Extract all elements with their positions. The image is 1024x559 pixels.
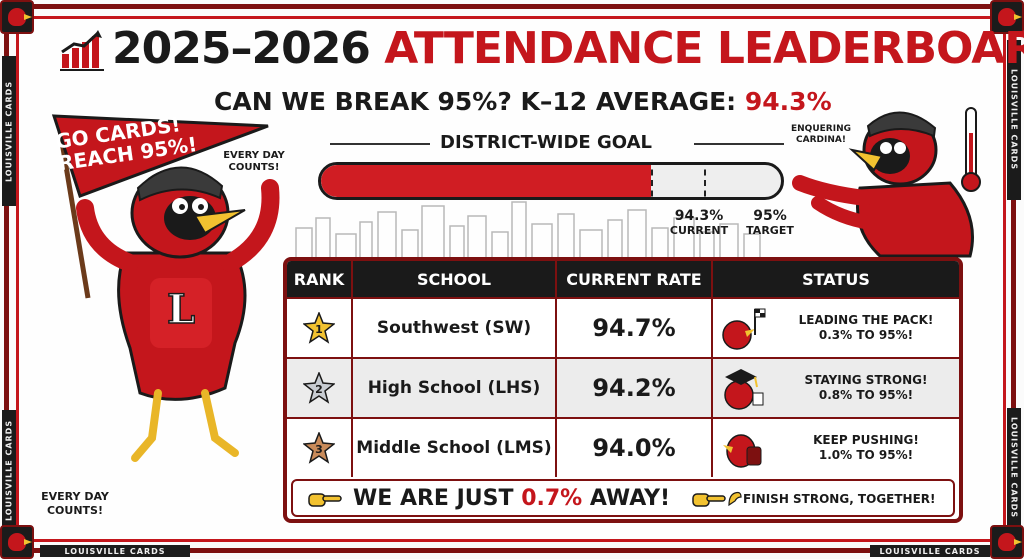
status-line1: KEEP PUSHING!	[813, 433, 919, 447]
header-school: SCHOOL	[353, 261, 557, 297]
cardinal-mascot-pointing-illustration	[792, 107, 981, 258]
current-value: 94.3%	[674, 208, 724, 224]
side-band-text: LOUISVILLE CARDS	[1009, 69, 1019, 171]
side-band-bottom-left: LOUISVILLE CARDS	[40, 545, 190, 557]
checkered-flag-cardinal-icon	[722, 308, 766, 350]
side-band-left-top: LOUISVILLE CARDS	[2, 56, 16, 206]
status-cell: KEEP PUSHING! 1.0% TO 95%!	[713, 419, 959, 477]
mascot-chest-letter: L	[167, 286, 195, 333]
school-name: High School (LHS)	[353, 359, 557, 417]
goal-title-rule	[330, 143, 430, 145]
side-band-right-bottom: LOUISVILLE CARDS	[1007, 408, 1021, 528]
side-band-text: LOUISVILLE CARDS	[1009, 417, 1019, 519]
outer-frame	[4, 4, 1016, 553]
footer-banner: WE ARE JUST 0.7% AWAY! FINISH STRONG, TO…	[291, 479, 955, 517]
table-row: 3 Middle School (LMS) 94.0% KEEP PUSHING…	[287, 417, 959, 477]
current-rate: 94.2%	[557, 359, 713, 417]
page-subtitle: CAN WE BREAK 95%? K–12 AVERAGE: 94.3%	[214, 86, 832, 118]
graduation-cardinal-icon	[724, 369, 764, 410]
goal-title-rule	[694, 143, 784, 145]
pointing-hand-icon	[692, 493, 726, 507]
corner-cardinal-icon	[0, 0, 34, 34]
silver-star-rank-badge-icon: 2	[303, 372, 335, 404]
footer-tagline: FINISH STRONG, TOGETHER!	[743, 492, 936, 506]
corner-cardinal-icon	[990, 525, 1024, 559]
footer-value: 0.7%	[521, 486, 583, 511]
rank-number: 3	[315, 443, 323, 456]
every-day-counts-bubble-top: EVERY DAY COUNTS!	[223, 150, 285, 173]
current-label: CURRENT	[669, 224, 729, 237]
rank-number: 1	[315, 323, 323, 336]
status-line2: 1.0% TO 95%!	[818, 448, 914, 462]
corner-cardinal-icon	[990, 0, 1024, 34]
page-title: 2025–2026 ATTENDANCE LEADERBOARD	[112, 22, 1024, 76]
subtitle-average: 94.3%	[744, 87, 832, 116]
side-band-bottom-right: LOUISVILLE CARDS	[870, 545, 990, 557]
every-day-counts-bubble-bottom: EVERY DAY COUNTS!	[41, 490, 109, 517]
side-band-right-top: LOUISVILLE CARDS	[1007, 40, 1021, 200]
target-tick-label: 95% TARGET	[740, 208, 800, 237]
rank-cell: 2	[287, 359, 353, 417]
footer-prefix: WE ARE JUST	[353, 486, 514, 511]
subtitle-prefix: CAN WE BREAK 95%? K–12 AVERAGE:	[214, 87, 737, 116]
flexed-arm-icon	[728, 491, 742, 507]
cardinal-mascot-pennant-illustration: L	[51, 114, 280, 462]
status-line2: 0.3% TO 95%!	[818, 328, 914, 342]
rank-number: 2	[315, 383, 323, 396]
side-band-text: LOUISVILLE CARDS	[879, 546, 981, 556]
side-band-text: LOUISVILLE CARDS	[64, 546, 166, 556]
status-line2: 0.8% TO 95%!	[818, 388, 914, 402]
rank-cell: 1	[287, 299, 353, 357]
bronze-star-rank-badge-icon: 3	[303, 432, 335, 464]
district-goal-progress-bar	[318, 162, 784, 200]
side-band-text: LOUISVILLE CARDS	[4, 419, 14, 521]
corner-cardinal-icon	[0, 525, 34, 559]
title-year: 2025–2026	[112, 23, 371, 74]
growth-chart-icon	[60, 30, 104, 71]
title-main: ATTENDANCE LEADERBOARD	[384, 23, 1024, 74]
table-header: RANK SCHOOL CURRENT RATE STATUS	[287, 261, 959, 297]
table-row: 1 Southwest (SW) 94.7% LEADING THE PACK!…	[287, 297, 959, 357]
gold-star-rank-badge-icon: 1	[303, 312, 335, 344]
pointing-hand-icon	[308, 493, 342, 507]
goal-title: DISTRICT-WIDE GOAL	[440, 132, 652, 153]
target-value: 95%	[753, 208, 787, 224]
header-rank: RANK	[287, 261, 353, 297]
status-cell: STAYING STRONG! 0.8% TO 95%!	[713, 359, 959, 417]
progress-bar-fill	[321, 165, 651, 197]
footer-message: WE ARE JUST 0.7% AWAY!	[353, 485, 670, 513]
side-band-text: LOUISVILLE CARDS	[4, 80, 14, 182]
leaderboard-table: RANK SCHOOL CURRENT RATE STATUS 1 Southw…	[283, 257, 963, 523]
current-tick-label: 94.3% CURRENT	[666, 208, 732, 237]
table-row: 2 High School (LHS) 94.2% STAYING STRONG…	[287, 357, 959, 417]
target-marker	[704, 165, 707, 197]
backpack-cardinal-icon	[723, 434, 762, 468]
current-marker	[650, 165, 653, 197]
header-status: STATUS	[802, 269, 870, 289]
status-line1: LEADING THE PACK!	[798, 313, 934, 327]
header-current-rate: CURRENT RATE	[557, 261, 713, 297]
current-rate: 94.0%	[557, 419, 713, 477]
right-mascot-speech-bubble: ENQUERING CARDINA!	[791, 124, 851, 145]
current-rate: 94.7%	[557, 299, 713, 357]
school-name: Middle School (LMS)	[353, 419, 557, 477]
rank-cell: 3	[287, 419, 353, 477]
status-line1: STAYING STRONG!	[804, 373, 928, 387]
target-label: TARGET	[746, 224, 794, 237]
footer-suffix: AWAY!	[589, 486, 671, 511]
side-band-left-bottom: LOUISVILLE CARDS	[2, 410, 16, 530]
school-name: Southwest (SW)	[353, 299, 557, 357]
status-cell: LEADING THE PACK! 0.3% TO 95%!	[713, 299, 959, 357]
